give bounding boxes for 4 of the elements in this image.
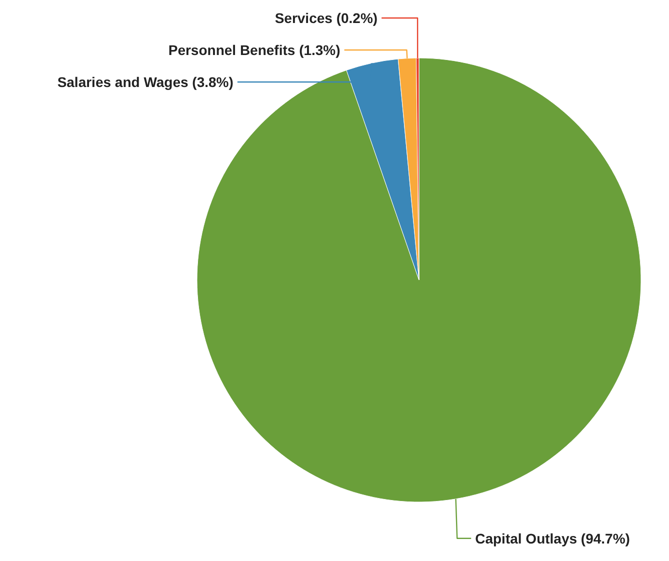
slice-label: Salaries and Wages (3.8%): [57, 74, 234, 90]
slice-label: Capital Outlays (94.7%): [475, 530, 630, 546]
slice-label: Services (0.2%): [274, 10, 378, 26]
slice-label: Personnel Benefits (1.3%): [168, 42, 340, 58]
